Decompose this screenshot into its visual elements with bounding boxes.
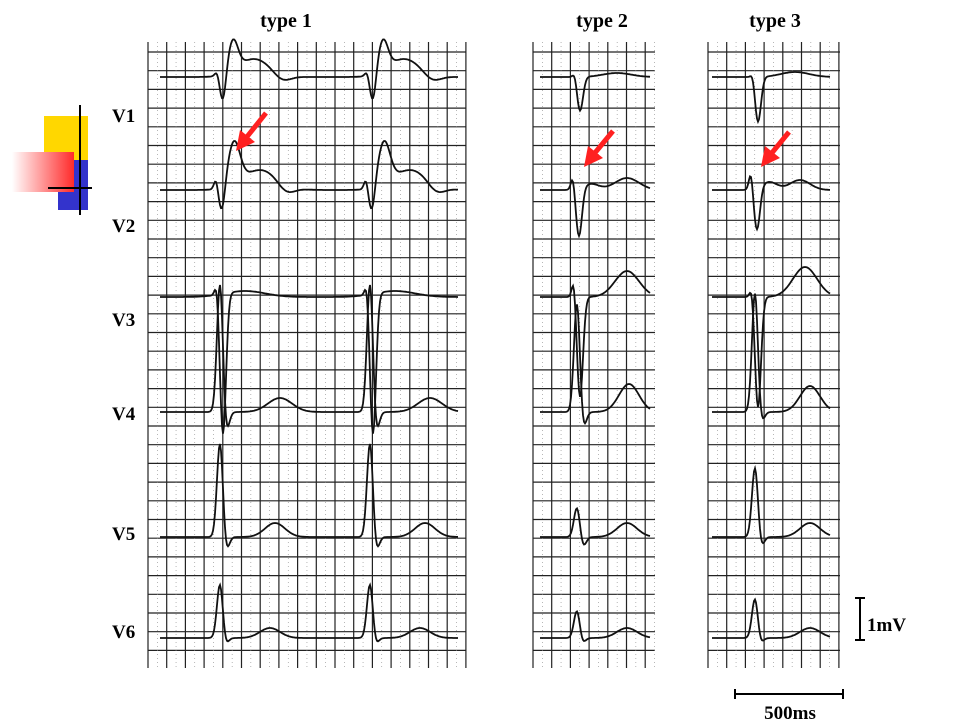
ecg-trace [540,177,651,239]
ecg-trace [712,464,831,545]
lead-label: V2 [112,216,135,237]
lead-label: V1 [112,106,135,127]
panel-title: type 2 [576,10,628,32]
ecg-trace [540,304,651,425]
panel-title: type 1 [260,10,312,32]
ecg-trace [712,175,830,232]
slide-logo [12,105,92,215]
ecg-trace [712,293,831,420]
ecg-trace [712,597,831,642]
ecg-trace [160,582,458,643]
ecg-trace [160,284,459,428]
voltage-scale: 1mV [867,615,906,636]
scale-bars [734,597,865,699]
lead-label: V6 [112,622,135,643]
lead-label: V4 [112,404,136,425]
ecg-trace [160,140,458,210]
arrows [236,111,791,167]
lead-label: V3 [112,310,135,331]
ecg-trace [712,71,831,125]
ecg-trace [540,506,651,546]
ecg-grids [147,42,840,668]
ecg-trace [540,610,651,642]
panel-title: type 3 [749,10,801,32]
ecg-trace [160,38,458,100]
time-scale: 500ms [764,703,816,720]
ecg-trace [540,72,651,113]
lead-label: V5 [112,524,135,545]
ecg-trace [160,443,458,548]
ecg-traces [160,38,831,643]
ecg-trace [540,270,651,397]
ecg-trace [160,288,458,434]
ecg-trace [712,266,831,408]
